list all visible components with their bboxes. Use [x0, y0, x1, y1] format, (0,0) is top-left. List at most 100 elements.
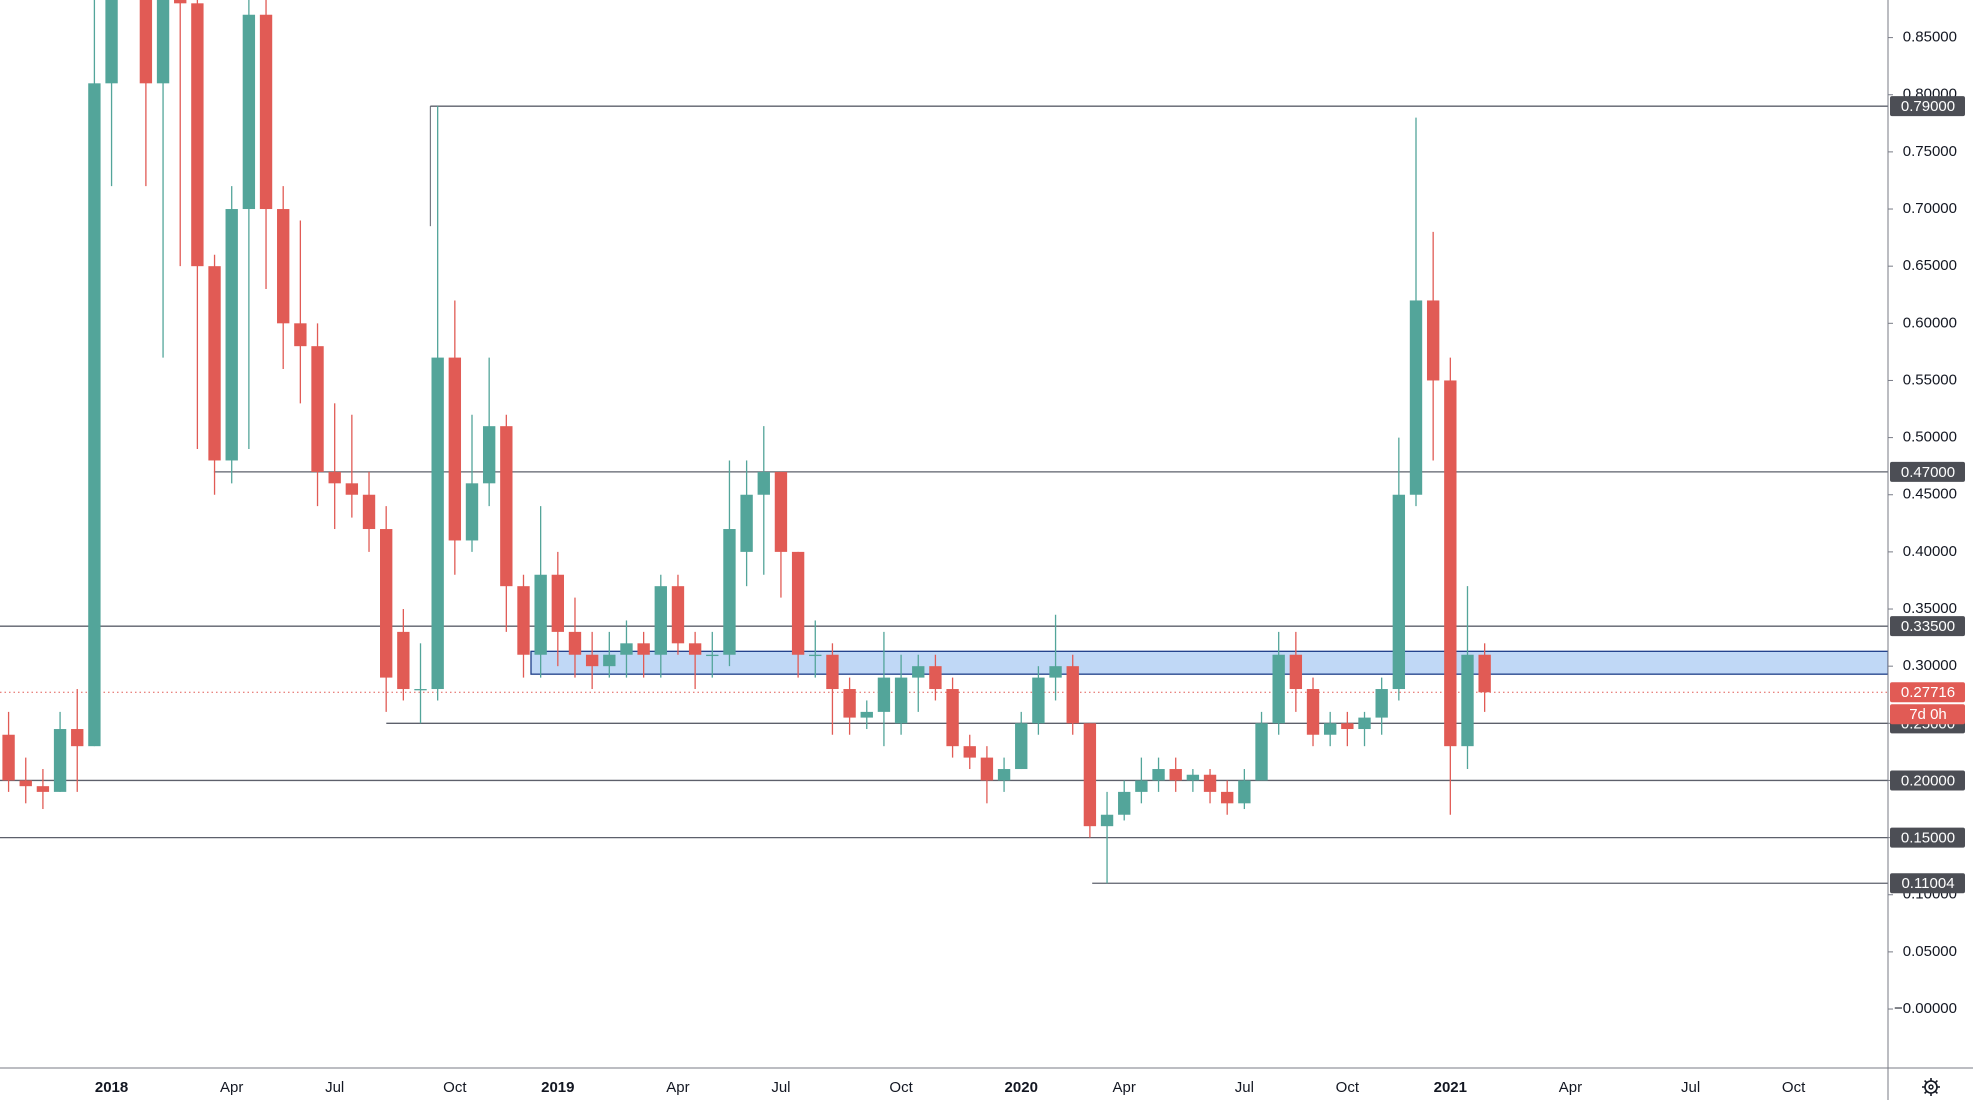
candle-body — [311, 346, 324, 472]
candle-body — [1255, 723, 1268, 781]
candle-body — [551, 574, 564, 632]
candle-body — [2, 734, 15, 781]
candle-body — [1238, 780, 1251, 804]
candle-body — [242, 14, 256, 210]
level-label-box — [1890, 461, 1965, 482]
candle-body — [1186, 774, 1200, 781]
level-label: 0.33500 — [1901, 618, 1955, 635]
plot-area — [0, 0, 1888, 884]
candle-body — [860, 711, 873, 718]
y-tick-label: 0.40000 — [1903, 543, 1957, 560]
candle-body — [1100, 814, 1114, 827]
candle-body — [139, 0, 153, 84]
candle-body — [1426, 300, 1440, 381]
candle-body — [277, 209, 290, 324]
x-tick-label: 2019 — [541, 1079, 574, 1096]
settings-icon[interactable] — [1922, 1078, 1940, 1096]
candle-body — [1392, 494, 1406, 690]
x-tick-label: Oct — [1782, 1079, 1806, 1096]
y-tick-label: 0.65000 — [1903, 257, 1957, 274]
candle-body — [1306, 689, 1320, 735]
candle-body — [414, 689, 427, 691]
y-tick-label: 0.45000 — [1903, 486, 1957, 503]
candle-body — [997, 769, 1011, 781]
level-label: 0.79000 — [1901, 98, 1955, 115]
x-tick-label: Apr — [220, 1079, 243, 1096]
candle-body — [826, 654, 839, 690]
candle-body — [671, 586, 685, 644]
x-tick-label: Jul — [1235, 1079, 1254, 1096]
candle-body — [620, 643, 633, 655]
candle-body — [963, 746, 976, 758]
x-tick-label: 2020 — [1005, 1079, 1038, 1096]
candle-body — [1478, 654, 1491, 693]
price-markers: 0.790000.470000.335000.250000.200000.150… — [1890, 96, 1965, 894]
level-label: 0.20000 — [1901, 772, 1955, 789]
candle-body — [1049, 666, 1062, 678]
level-label: 0.47000 — [1901, 464, 1955, 481]
candle-body — [688, 643, 702, 655]
candle-body — [156, 0, 170, 84]
y-tick-label: 0.35000 — [1903, 600, 1957, 617]
countdown-label: 7d 0h — [1909, 706, 1947, 723]
candle-body — [929, 666, 942, 690]
candle-body — [603, 654, 616, 667]
candle-body — [1169, 769, 1182, 781]
candle-body — [294, 323, 307, 347]
x-tick-label: 2021 — [1434, 1079, 1467, 1096]
x-tick-label: Apr — [1113, 1079, 1136, 1096]
y-tick-label: 0.55000 — [1903, 371, 1957, 388]
y-tick-label: 0.70000 — [1903, 200, 1957, 217]
candle-body — [946, 689, 959, 747]
candle-body — [105, 0, 118, 84]
candle-body — [71, 729, 84, 747]
y-tick-label: 0.50000 — [1903, 429, 1957, 446]
candle-body — [723, 529, 736, 655]
candle-body — [706, 654, 719, 657]
candle-body — [328, 471, 341, 484]
y-tick-label: 0.30000 — [1903, 657, 1957, 674]
level-label-box — [1890, 873, 1965, 894]
candle-body — [757, 471, 770, 495]
candle-body — [208, 266, 221, 461]
candle-body — [1341, 723, 1354, 730]
candle-body — [1032, 677, 1045, 724]
candle-body — [1015, 723, 1028, 770]
candle-body — [431, 357, 444, 690]
candle-body — [174, 0, 187, 4]
y-tick-label: 0.05000 — [1903, 943, 1957, 960]
countdown-label-box — [1890, 704, 1965, 725]
candle-body — [397, 631, 410, 690]
x-tick-label: Jul — [1681, 1079, 1700, 1096]
current-price-label-box — [1890, 682, 1965, 703]
candle-body — [843, 689, 856, 718]
candle-body — [1289, 654, 1303, 690]
candle-body — [1083, 723, 1097, 827]
candle-body — [534, 574, 547, 655]
candle-body — [1118, 791, 1131, 815]
level-label-box — [1890, 616, 1965, 637]
level-label-box — [1890, 827, 1965, 848]
candle-body — [894, 677, 908, 724]
level-label: 0.15000 — [1901, 830, 1955, 847]
candle-body — [1066, 666, 1079, 724]
candle-body — [585, 654, 599, 667]
candle-body — [809, 654, 822, 657]
candle-body — [1444, 380, 1457, 747]
y-tick-label: −0.00000 — [1894, 1000, 1957, 1017]
x-tick-label: Oct — [443, 1079, 467, 1096]
x-tick-label: Oct — [1336, 1079, 1360, 1096]
candle-body — [259, 14, 273, 210]
candle-body — [912, 666, 925, 678]
candle-body — [380, 529, 393, 678]
x-tick-label: Oct — [889, 1079, 913, 1096]
level-label-box — [1890, 96, 1965, 117]
candle-body — [517, 586, 530, 655]
x-tick-label: Jul — [771, 1079, 790, 1096]
candle-body — [19, 780, 32, 787]
candle-body — [1152, 769, 1165, 781]
candle-body — [1461, 654, 1474, 747]
x-tick-label: Apr — [1559, 1079, 1582, 1096]
